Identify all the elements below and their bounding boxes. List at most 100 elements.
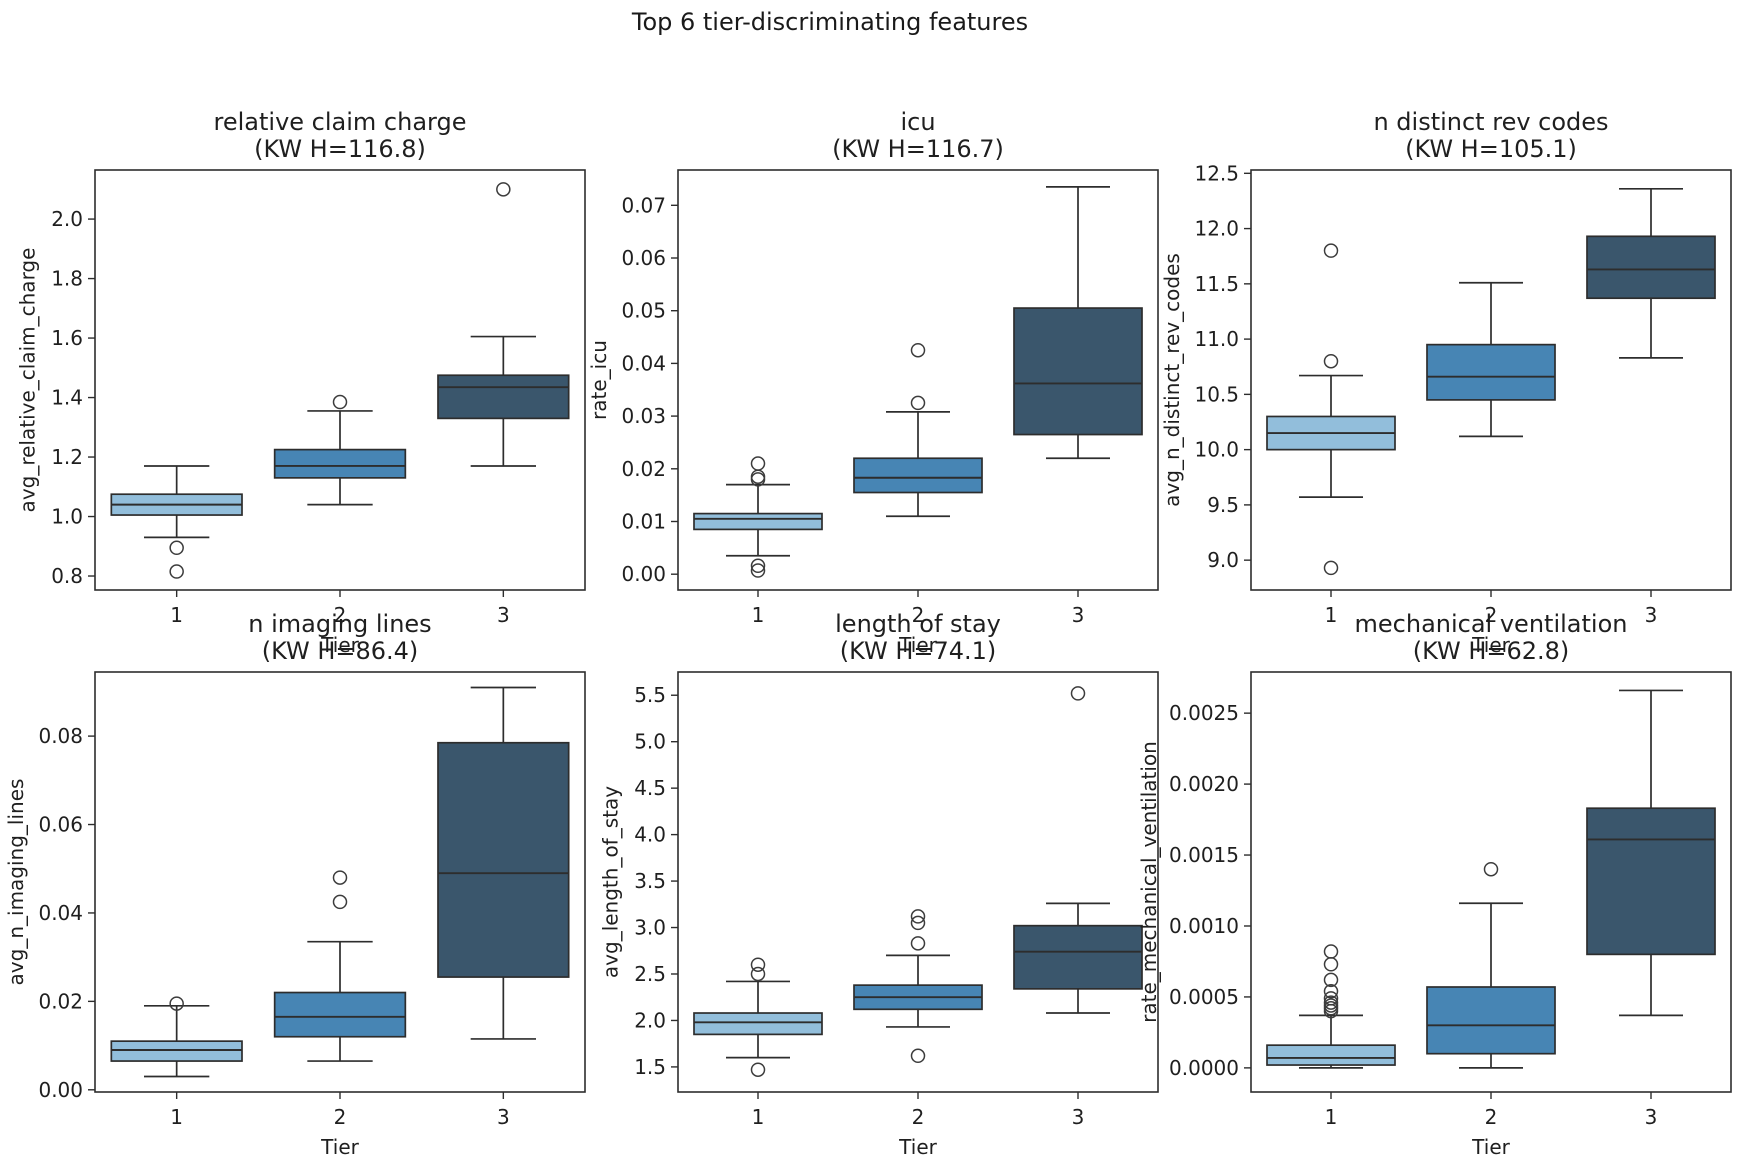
outlier-point [750, 558, 766, 574]
outlier-point [910, 342, 926, 358]
x-tick-label: 1 [170, 603, 183, 627]
y-tick-label: 10.0 [1194, 438, 1239, 462]
y-tick-label: 4.5 [634, 776, 666, 800]
iqr-box [1013, 924, 1143, 990]
figure-title: Top 6 tier-discriminating features [631, 8, 1029, 36]
y-tick-label: 0.02 [38, 989, 83, 1013]
subplot-subtitle-kw: (KW H=86.4) [262, 637, 419, 665]
y-tick-label: 0.08 [38, 724, 83, 748]
iqr-box [437, 741, 570, 978]
y-tick-label: 0.01 [621, 509, 666, 533]
outlier-point [750, 957, 766, 972]
x-tick-label: 1 [1325, 603, 1338, 627]
x-tick-label: 3 [497, 1105, 510, 1129]
subplot-n-distinct-rev-codes: 9.0 9.5 10.0 10.5 11.0 11.5 12.0 12.5 avg_n_dist… [1160, 161, 1732, 657]
subplot-subtitle-kw: (KW H=74.1) [840, 637, 997, 665]
x-tick-label: 2 [912, 1105, 925, 1129]
x-tick-label: 1 [170, 1105, 183, 1129]
outlier-point [910, 909, 926, 924]
iqr-box [437, 374, 570, 420]
iqr-box [693, 1012, 823, 1036]
subplot-icu: 0.00 0.01 0.02 0.03 0.04 0.05 0.06 0.07 rate_icu… [587, 169, 1159, 657]
iqr-box [273, 448, 407, 479]
y-tick-label: 0.0000 [1169, 1056, 1239, 1080]
iqr-box [1426, 986, 1556, 1055]
outlier-point [1323, 353, 1339, 369]
y-axis-label: avg_length_of_stay [599, 786, 623, 978]
y-axis-label: avg_n_distinct_rev_codes [1160, 253, 1184, 507]
x-tick-label: 1 [752, 603, 765, 627]
y-tick-label: 3.0 [634, 916, 666, 940]
outlier-point [332, 394, 348, 410]
x-tick-label: 3 [1645, 1105, 1658, 1129]
outlier-point [750, 472, 766, 487]
box-tier-3 [437, 182, 570, 467]
outlier-point [750, 1062, 766, 1077]
y-tick-label: 0.0025 [1169, 701, 1239, 725]
subplot-title: relative claim charge [214, 108, 467, 136]
subplot-title: icu [900, 108, 935, 136]
subplot-title-group: icu(KW H=116.7) [832, 108, 1004, 163]
x-tick-label: 2 [334, 1105, 347, 1129]
box-tier-3 [1586, 689, 1716, 1017]
box-tier-3 [437, 686, 570, 1040]
box-tier-1 [1266, 243, 1396, 576]
y-tick-label: 1.4 [51, 386, 83, 410]
iqr-box [273, 991, 407, 1038]
outlier-point [1323, 972, 1339, 988]
x-tick-label: 2 [334, 603, 347, 627]
outlier-point [910, 395, 926, 411]
subplot-title: mechanical ventilation [1355, 610, 1628, 638]
y-tick-label: 11.0 [1194, 327, 1239, 351]
box-tier-1 [110, 465, 243, 579]
outlier-point [910, 1048, 926, 1064]
x-tick-label: 3 [1645, 603, 1658, 627]
x-tick-label: 1 [1325, 1105, 1338, 1129]
subplot-mechanical-ventilation: 0.0000 0.0005 0.0010 0.0015 0.0020 0.0025 rate… [1137, 671, 1732, 1159]
y-axis-label: rate_mechanical_ventilation [1137, 741, 1161, 1023]
iqr-box [110, 1040, 243, 1062]
box-tier-1 [693, 456, 823, 578]
x-axis-label: Tier [1471, 1135, 1510, 1159]
iqr-box [1266, 1044, 1396, 1066]
iqr-box [1013, 307, 1143, 436]
y-tick-label: 1.5 [634, 1055, 666, 1079]
x-tick-label: 3 [1072, 603, 1085, 627]
y-tick-label: 10.5 [1194, 382, 1239, 406]
y-tick-label: 0.00 [621, 562, 666, 586]
y-tick-label: 9.5 [1207, 493, 1239, 517]
y-tick-label: 12.5 [1194, 161, 1239, 185]
subplot-subtitle-kw: (KW H=105.1) [1405, 135, 1577, 163]
x-axis-label: Tier [320, 633, 359, 657]
outlier-point [169, 540, 184, 556]
x-tick-label: 3 [497, 603, 510, 627]
y-tick-label: 1.6 [51, 326, 83, 350]
box-tier-2 [1426, 281, 1556, 438]
outlier-point [1323, 984, 1339, 999]
iqr-box [1586, 807, 1716, 956]
subplot-subtitle-kw: (KW H=62.8) [1413, 637, 1570, 665]
outlier-point [910, 936, 926, 951]
y-tick-label: 0.04 [621, 351, 666, 375]
box-tier-3 [1586, 187, 1716, 359]
subplot-title: length of stay [835, 610, 1001, 638]
iqr-box [853, 457, 983, 494]
subplot-n-imaging-lines: 0.00 0.02 0.04 0.06 0.08 avg_n_imaging_lines 1… [4, 671, 586, 1159]
y-tick-label: 11.5 [1194, 272, 1239, 296]
y-tick-label: 0.07 [621, 193, 666, 217]
subplot-subtitle-kw: (KW H=116.7) [832, 135, 1004, 163]
y-tick-label: 5.5 [634, 683, 666, 707]
outlier-point [1323, 560, 1339, 576]
subplot-title: n distinct rev codes [1373, 108, 1608, 136]
iqr-box [1586, 235, 1716, 300]
outlier-point [750, 966, 766, 982]
outlier-point [910, 915, 926, 931]
outlier-point [332, 870, 348, 885]
x-axis-label: Tier [1471, 633, 1510, 657]
y-tick-label: 0.06 [621, 246, 666, 270]
y-tick-label: 1.8 [51, 267, 83, 291]
outlier-point [1323, 243, 1339, 258]
subplot-subtitle-kw: (KW H=116.8) [254, 135, 426, 163]
